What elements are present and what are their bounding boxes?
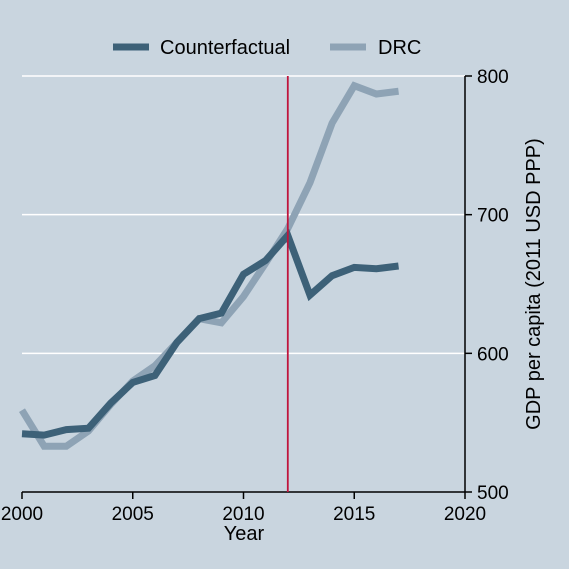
y-tick-label: 600 bbox=[477, 344, 509, 365]
legend-label: Counterfactual bbox=[160, 37, 290, 59]
x-axis-title: Year bbox=[224, 523, 265, 545]
x-tick-label: 2015 bbox=[333, 504, 375, 525]
x-tick-label: 2010 bbox=[222, 504, 264, 525]
y-tick-label: 500 bbox=[477, 483, 509, 504]
legend-label: DRC bbox=[378, 37, 421, 59]
legend: Counterfactual DRC bbox=[113, 37, 421, 59]
y-axis-title: GDP per capita (2011 USD PPP) bbox=[523, 138, 545, 430]
x-tick-label: 2000 bbox=[1, 504, 43, 525]
x-tick-label: 2005 bbox=[112, 504, 154, 525]
y-tick-label: 700 bbox=[477, 206, 509, 227]
gridlines bbox=[22, 75, 465, 355]
series-line-drc bbox=[19, 81, 399, 450]
series-lines bbox=[19, 81, 399, 450]
x-axis-ticks: 2000 2005 2010 2015 2020 bbox=[1, 492, 486, 525]
x-tick-label: 2020 bbox=[444, 504, 486, 525]
series-line-counterfactual bbox=[21, 228, 399, 439]
y-tick-label: 800 bbox=[477, 67, 509, 88]
y-axis-ticks: 500 600 700 800 bbox=[465, 67, 509, 504]
